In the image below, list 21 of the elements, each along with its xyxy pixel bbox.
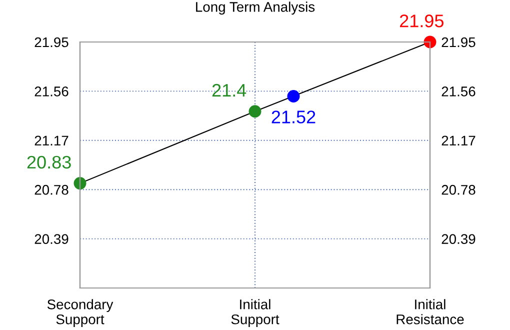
x-tick-label: Initial Resistance [396, 299, 464, 324]
data-label: 20.83 [27, 156, 71, 169]
y2-tick-label: 21.56 [442, 86, 476, 96]
x-tick-label: Initial Support [231, 299, 280, 328]
data-label: 21.95 [400, 14, 444, 28]
data-label: 21.4 [212, 84, 246, 97]
y2-tick-label: 20.78 [442, 184, 476, 195]
y-tick-label: 20.78 [34, 184, 68, 195]
y-tick-label: 21.17 [34, 136, 68, 146]
chart-title: Long Term Analysis [196, 2, 315, 15]
y2-tick-label: 20.39 [442, 234, 476, 244]
y-tick-label: 20.39 [34, 234, 68, 244]
x-tick-label: Secondary Support [47, 299, 114, 328]
point [424, 36, 436, 48]
point [248, 105, 262, 118]
y-tick-label: 21.56 [34, 86, 68, 96]
y2-tick-label: 21.95 [442, 37, 476, 48]
y2-tick-label: 21.17 [442, 136, 476, 146]
data-label: 21.52 [272, 110, 316, 124]
y-tick-label: 21.95 [34, 37, 68, 48]
point [74, 177, 86, 190]
